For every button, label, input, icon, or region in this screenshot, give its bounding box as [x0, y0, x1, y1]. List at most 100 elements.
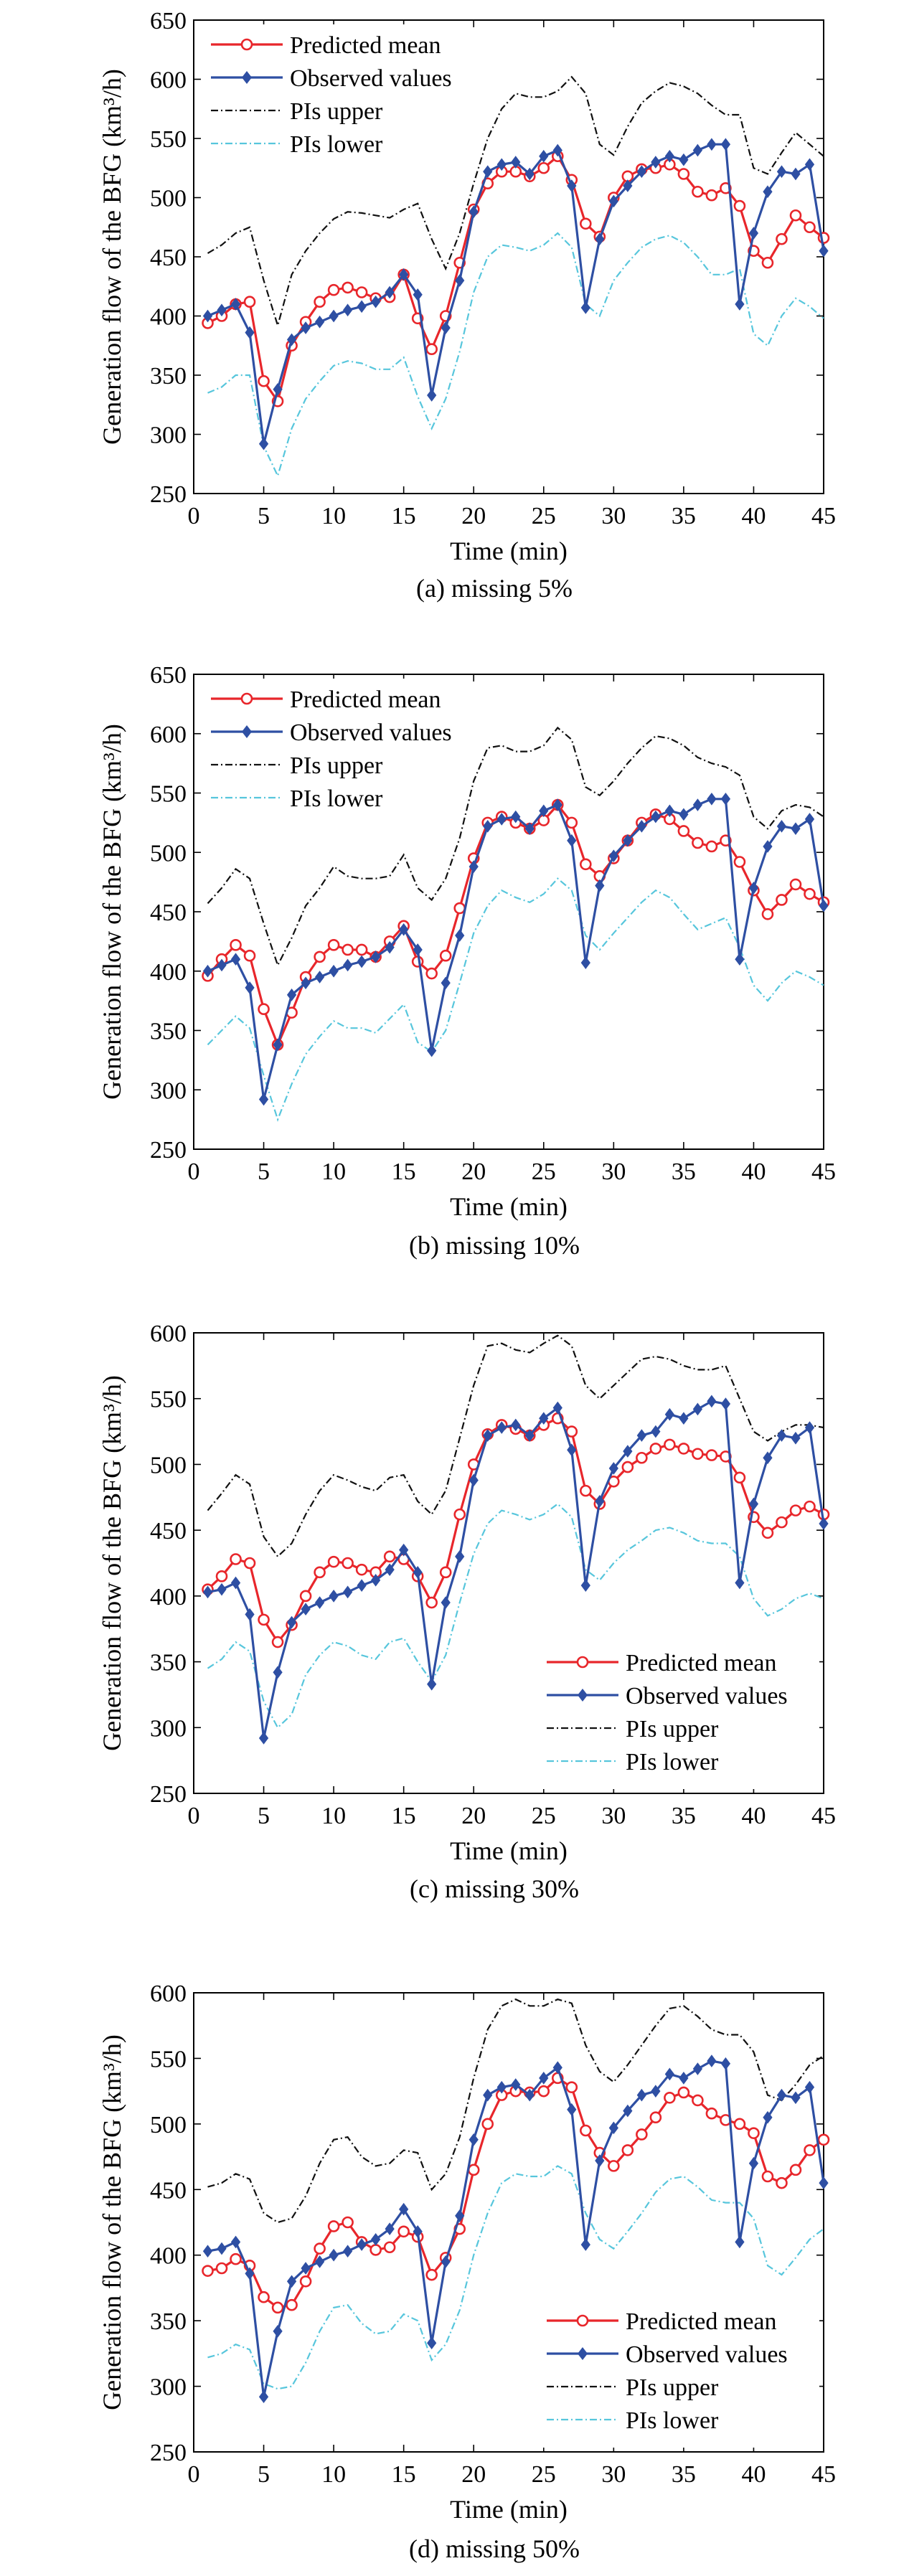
data-point: [342, 1585, 353, 1599]
data-point: [314, 296, 326, 308]
data-point: [243, 1557, 256, 1570]
data-point: [735, 298, 745, 311]
data-point: [735, 953, 745, 966]
data-point: [679, 1412, 689, 1425]
x-tick-label: 25: [532, 1159, 556, 1185]
x-tick-label: 0: [188, 1159, 200, 1185]
data-point: [385, 940, 395, 954]
data-point: [413, 2224, 423, 2238]
data-point: [804, 2144, 816, 2156]
data-point: [258, 2390, 269, 2404]
series-observed-values: [202, 1395, 829, 1745]
x-tick-label: 30: [601, 2461, 626, 2488]
y-tick-label: 600: [150, 67, 187, 94]
data-point: [819, 1517, 829, 1530]
data-point: [357, 955, 367, 968]
data-point: [496, 158, 507, 171]
data-point: [664, 2091, 676, 2104]
legend-marker: [242, 71, 252, 84]
data-point: [314, 2242, 326, 2255]
series-line: [207, 154, 824, 405]
data-point: [580, 1579, 590, 1593]
data-point: [286, 1615, 297, 1629]
data-point: [245, 326, 255, 339]
data-point: [707, 2054, 717, 2067]
data-point: [243, 296, 256, 308]
data-point: [651, 2085, 661, 2098]
data-point: [286, 2298, 298, 2311]
data-point: [776, 894, 788, 906]
y-tick-label: 500: [150, 186, 187, 212]
data-point: [733, 856, 746, 868]
data-point: [271, 1636, 284, 1648]
data-point: [371, 295, 381, 308]
data-point: [623, 2104, 633, 2118]
data-point: [552, 2061, 562, 2075]
data-point: [748, 882, 759, 895]
data-point: [314, 1596, 325, 1609]
data-point: [748, 227, 759, 240]
legend: Predicted mean Observed values PIs upper PI…: [540, 2301, 819, 2448]
data-point: [286, 989, 297, 1001]
data-point: [245, 2267, 255, 2280]
data-point: [636, 1429, 646, 1442]
data-point: [230, 2252, 242, 2265]
data-point: [342, 2245, 353, 2258]
data-point: [664, 804, 675, 818]
data-point: [299, 1590, 312, 1603]
data-point: [441, 976, 451, 990]
data-point: [258, 1613, 270, 1626]
data-point: [567, 179, 577, 192]
data-point: [651, 156, 661, 169]
data-point: [804, 158, 815, 171]
data-point: [215, 2262, 228, 2275]
data-point: [202, 1585, 213, 1599]
data-point: [664, 1407, 675, 1421]
data-point: [692, 2094, 704, 2107]
x-tick-label: 35: [672, 2461, 696, 2488]
data-point: [763, 1451, 773, 1465]
data-point: [720, 138, 731, 151]
x-tick-label: 10: [321, 2461, 346, 2488]
data-point: [483, 1429, 493, 1442]
data-point: [413, 1566, 423, 1579]
y-tick-label: 350: [150, 1019, 187, 1045]
legend-marker: [576, 2314, 589, 2327]
data-point: [692, 143, 703, 157]
data-point: [314, 2255, 325, 2268]
data-point: [230, 1553, 242, 1565]
data-point: [580, 858, 592, 871]
data-point: [552, 1401, 562, 1415]
y-tick-label: 600: [150, 1981, 187, 2007]
data-point: [791, 822, 801, 835]
data-point: [539, 149, 549, 163]
data-point: [677, 168, 690, 180]
data-point: [455, 1549, 465, 1563]
x-tick-label: 35: [672, 503, 696, 529]
data-point: [258, 374, 270, 387]
legend-marker: [576, 1656, 589, 1669]
data-point: [595, 1494, 605, 1508]
data-point: [791, 1431, 801, 1445]
data-point: [245, 981, 255, 994]
data-point: [286, 2275, 297, 2288]
series-line: [207, 726, 824, 968]
data-point: [608, 2121, 618, 2135]
data-point: [761, 2170, 774, 2183]
y-tick-label: 600: [150, 722, 187, 748]
data-point: [608, 2160, 620, 2172]
data-point: [804, 1500, 816, 1513]
data-point: [733, 2118, 746, 2131]
data-point: [327, 939, 340, 951]
legend-label: PIs lower: [626, 1749, 719, 1775]
data-point: [524, 822, 535, 835]
data-point: [245, 1608, 255, 1621]
data-point: [776, 1516, 788, 1529]
x-tick-label: 35: [672, 1803, 696, 1829]
data-point: [789, 1504, 802, 1516]
y-tick-label: 450: [150, 245, 187, 271]
data-point: [819, 899, 829, 912]
data-point: [580, 2124, 592, 2137]
data-point: [636, 2088, 646, 2102]
data-point: [692, 1402, 703, 1416]
